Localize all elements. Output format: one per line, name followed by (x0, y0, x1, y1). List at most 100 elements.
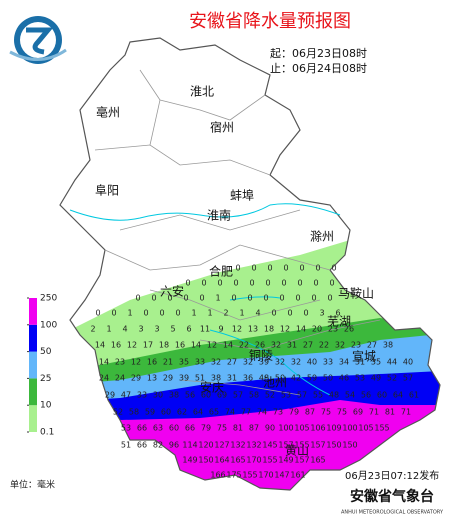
city-label: 马鞍山 (338, 286, 374, 301)
title: 安徽省降水量预报图 (189, 11, 351, 32)
city-label: 淮南 (207, 208, 231, 223)
forecast-value: 69 (217, 391, 227, 400)
forecast-value: 0 (111, 309, 116, 318)
forecast-value: 14 (223, 341, 233, 350)
forecast-value: 22 (239, 341, 249, 350)
forecast-value: 57 (403, 374, 413, 383)
forecast-value: 75 (321, 408, 331, 417)
forecast-value: 0 (299, 264, 304, 273)
forecast-value: 0 (297, 279, 302, 288)
forecast-value: 0 (303, 309, 308, 318)
forecast-value: 12 (280, 325, 290, 334)
forecast-value: 50 (275, 374, 285, 383)
forecast-value: 0 (175, 309, 180, 318)
forecast-value: 20 (312, 325, 322, 334)
forecast-value: 0 (247, 294, 252, 303)
org-name-en: ANHUI METEOROLOGICAL OBSERVATORY (341, 510, 444, 516)
forecast-value: 31 (227, 374, 237, 383)
forecast-value: 155 (242, 471, 257, 480)
forecast-value: 0 (311, 294, 316, 303)
legend-label: 50 (40, 347, 52, 357)
forecast-value: 100 (342, 424, 357, 433)
forecast-value: 65 (209, 408, 219, 417)
forecast-value: 9 (218, 325, 223, 334)
end-time: 止：06月24日08时 (270, 62, 367, 75)
forecast-value: 60 (201, 391, 211, 400)
forecast-value: 3 (138, 325, 143, 334)
forecast-value: 71 (369, 408, 379, 417)
forecast-value: 54 (345, 391, 355, 400)
city-borders (94, 69, 381, 396)
forecast-value: 58 (249, 391, 259, 400)
forecast-value: 58 (129, 408, 139, 417)
forecast-value: 34 (339, 358, 349, 367)
org-name: 安徽省气象台 (350, 488, 434, 505)
forecast-value: 1 (191, 309, 196, 318)
forecast-value: 150 (342, 441, 357, 450)
city-label: 亳州 (96, 105, 120, 120)
legend-swatch (29, 378, 37, 406)
city-label: 宿州 (210, 120, 234, 135)
forecast-value: 12 (232, 325, 242, 334)
legend-swatch (29, 324, 37, 352)
forecast-value: 165 (230, 456, 245, 465)
forecast-value: 2 (90, 325, 95, 334)
forecast-value: 17 (143, 341, 153, 350)
forecast-value: 0 (251, 264, 256, 273)
forecast-value: 38 (383, 341, 393, 350)
start-time: 起：06月23日08时 (270, 47, 367, 60)
forecast-value: 22 (319, 341, 329, 350)
forecast-value: 0 (159, 309, 164, 318)
forecast-value: 62 (177, 408, 187, 417)
forecast-value: 57 (233, 391, 243, 400)
forecast-value: 0 (283, 264, 288, 273)
forecast-value: 66 (137, 441, 147, 450)
forecast-value: 16 (175, 341, 185, 350)
forecast-value: 39 (179, 374, 189, 383)
forecast-value: 47 (121, 391, 131, 400)
city-label: 阜阳 (95, 184, 119, 198)
forecast-value: 3 (154, 325, 159, 334)
forecast-value: 29 (105, 391, 115, 400)
forecast-value: 32 (275, 358, 285, 367)
forecast-value: 155 (294, 441, 309, 450)
forecast-value: 40 (307, 358, 317, 367)
issue-time: 06月23日07:12发布 (345, 469, 439, 482)
forecast-value: 175 (226, 471, 241, 480)
forecast-value: 149 (182, 456, 197, 465)
forecast-value: 0 (233, 279, 238, 288)
forecast-value: 56 (185, 391, 195, 400)
forecast-value: 1 (106, 325, 111, 334)
forecast-value: 64 (393, 391, 403, 400)
forecast-value: 60 (161, 408, 171, 417)
forecast-value: 71 (401, 408, 411, 417)
forecast-value: 1 (127, 309, 132, 318)
forecast-value: 145 (262, 441, 277, 450)
forecast-value: 0 (265, 279, 270, 288)
forecast-value: 33 (195, 358, 205, 367)
forecast-value: 79 (201, 424, 211, 433)
forecast-value: 64 (193, 408, 203, 417)
forecast-value: 21 (163, 358, 173, 367)
legend-swatch (29, 351, 37, 379)
forecast-value: 51 (121, 441, 131, 450)
forecast-value: 33 (323, 358, 333, 367)
forecast-value: 42 (291, 374, 301, 383)
forecast-value: 14 (99, 358, 109, 367)
forecast-value: 0 (327, 294, 332, 303)
forecast-value: 0 (95, 309, 100, 318)
forecast-value: 0 (271, 309, 276, 318)
city-label: 蚌埠 (230, 189, 254, 203)
forecast-value: 157 (310, 441, 325, 450)
forecast-value: 5 (170, 325, 175, 334)
forecast-value: 32 (211, 358, 221, 367)
city-label: 安庆 (200, 380, 224, 395)
forecast-value: 53 (281, 391, 291, 400)
forecast-value: 50 (323, 374, 333, 383)
forecast-value: 0 (313, 279, 318, 288)
forecast-value: 69 (353, 408, 363, 417)
forecast-value: 32 (243, 358, 253, 367)
forecast-value: 66 (185, 424, 195, 433)
forecast-value: 106 (310, 424, 325, 433)
